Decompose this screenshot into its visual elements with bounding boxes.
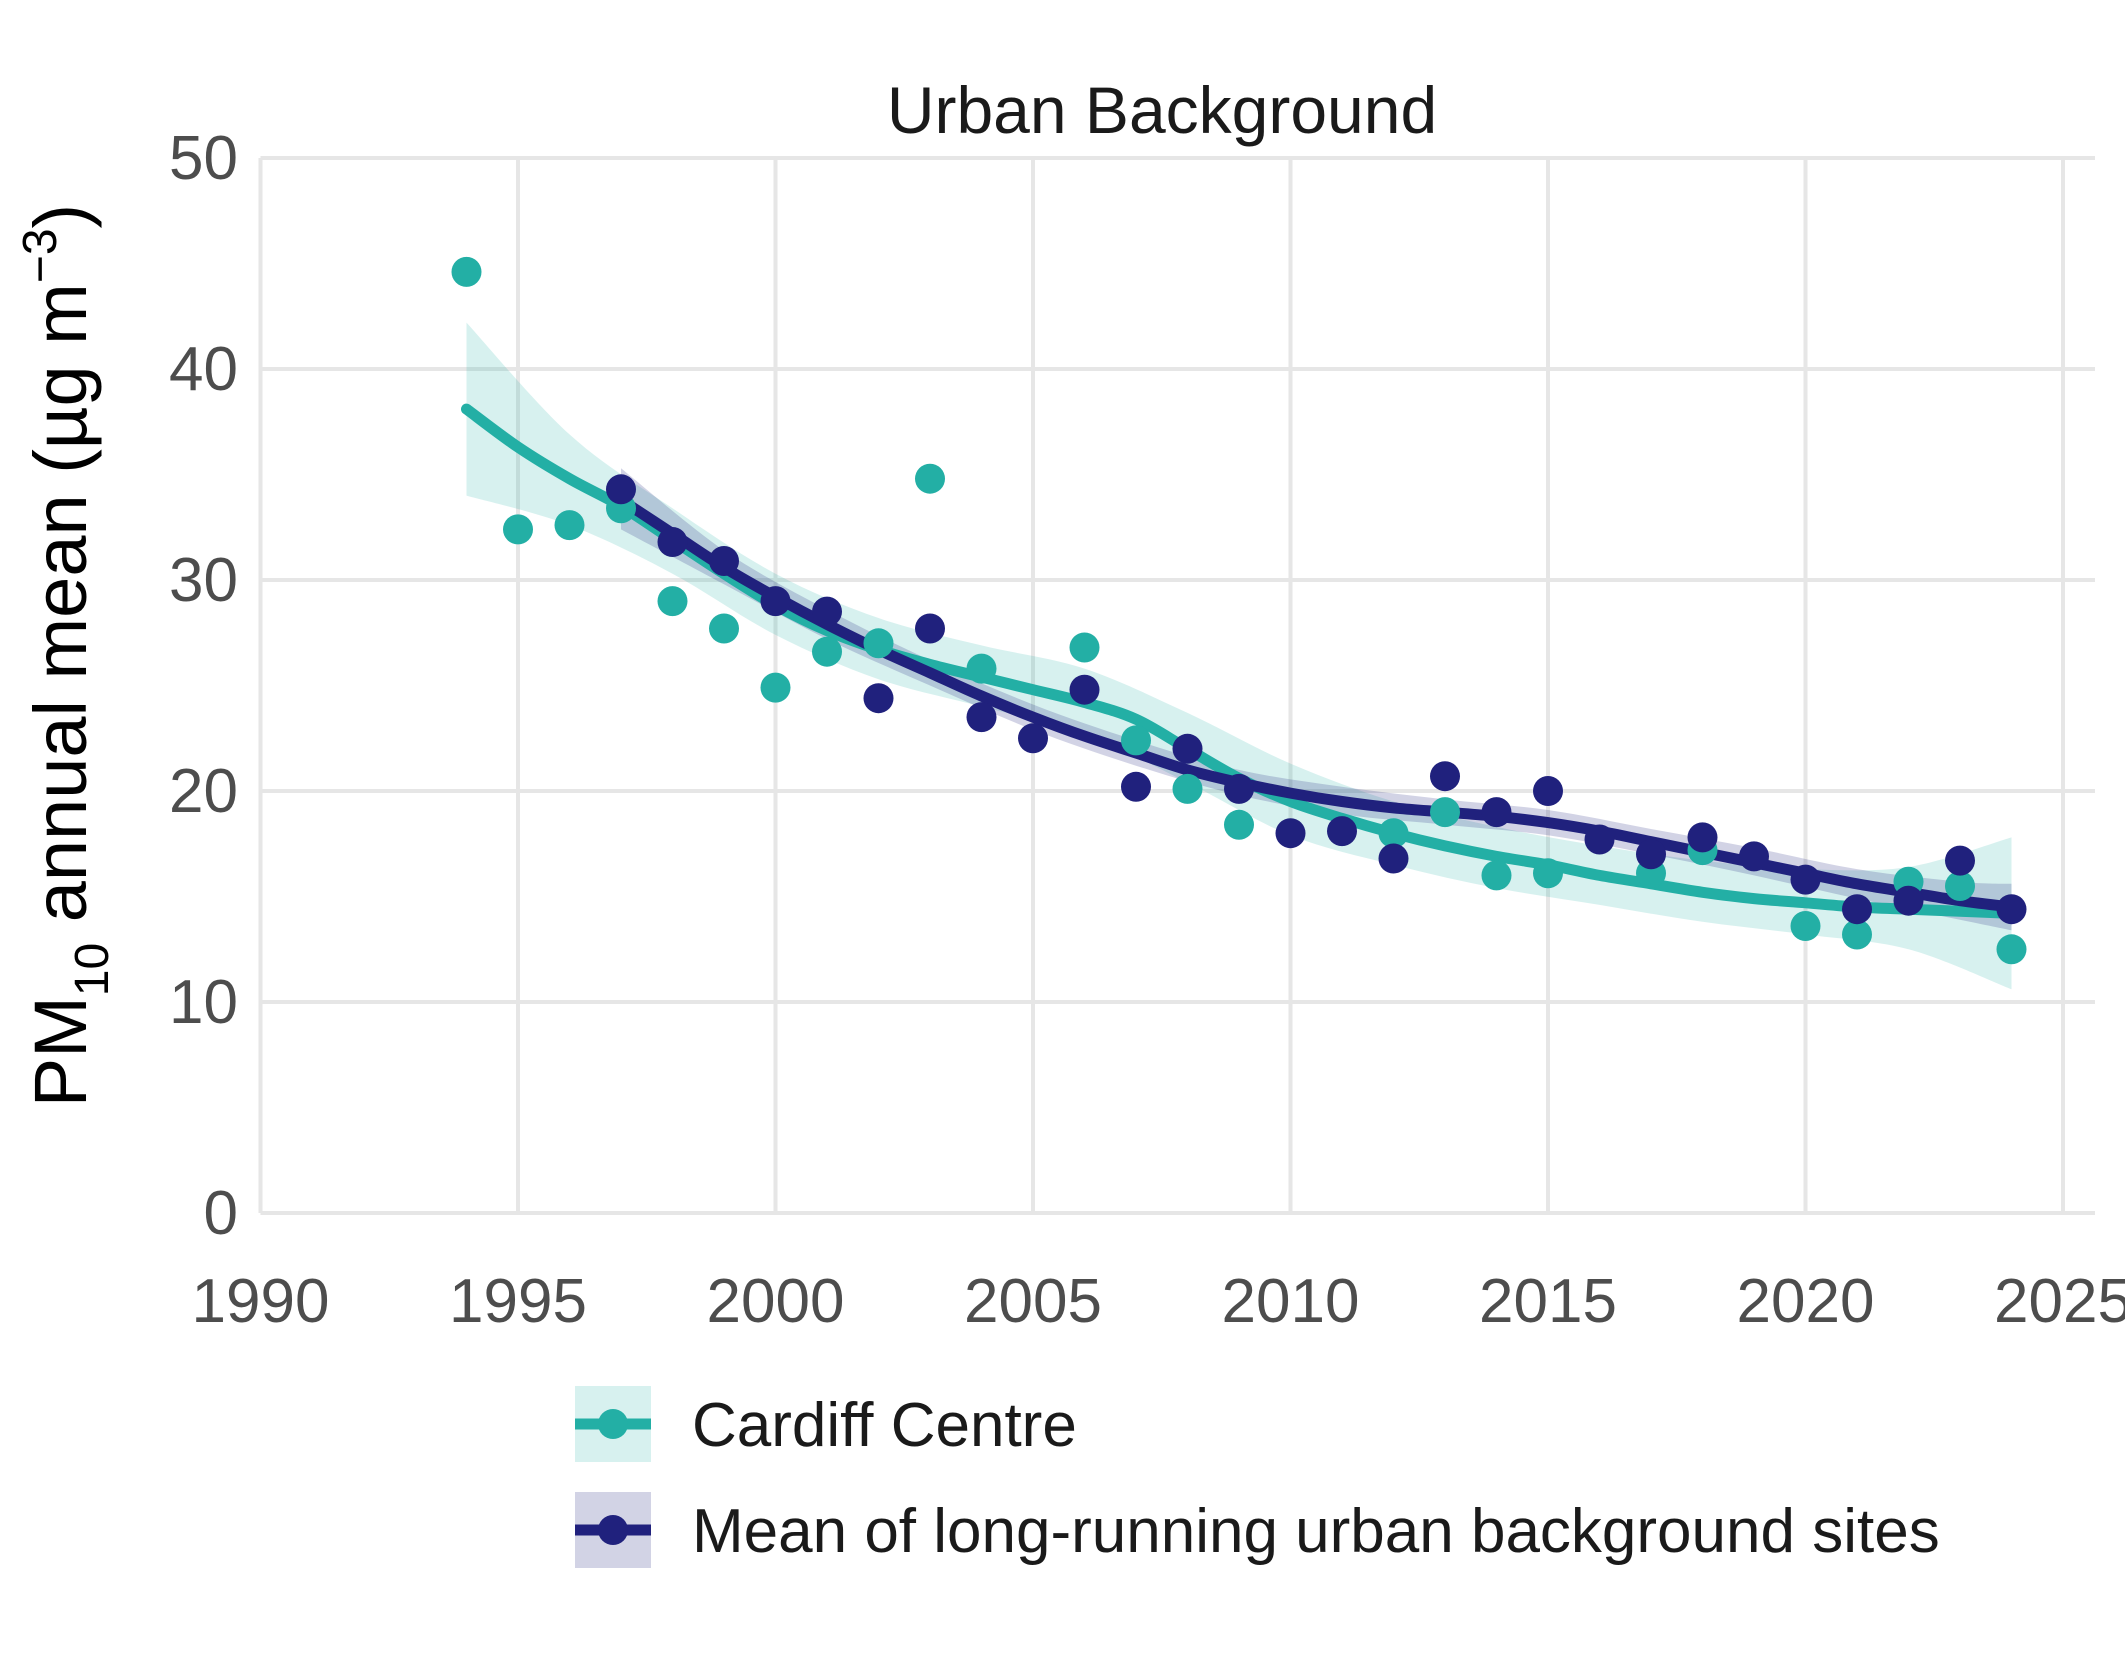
data-point [657,527,688,557]
x-tick-label: 1990 [192,1267,330,1336]
data-point [1224,773,1254,804]
data-point [1842,894,1872,925]
data-point [1069,632,1100,663]
legend-key-point [598,1515,628,1545]
data-point [1996,894,2027,925]
data-point [1687,822,1718,853]
x-tick-label: 2020 [1737,1267,1875,1336]
data-point [709,546,739,576]
x-tick-label: 2005 [964,1267,1102,1336]
data-point [709,613,739,644]
y-tick-label: 20 [169,757,238,826]
data-point [657,586,688,617]
data-point [812,636,842,667]
y-tick-label: 40 [169,335,238,404]
data-point [760,586,791,617]
data-point [863,628,894,659]
data-point [863,683,894,714]
data-point [1945,845,1975,876]
data-point [1121,771,1151,802]
data-point [1739,841,1769,872]
x-tick-label: 2025 [1994,1267,2125,1336]
data-point [1945,871,1975,901]
data-point [1790,911,1821,941]
data-point [1481,797,1512,828]
trend-line-series-1 [615,494,2017,913]
y-axis-label: PM10 annual mean (µg m−3) [14,204,119,1107]
data-point [1172,773,1203,804]
data-point [1584,824,1615,855]
data-point [1275,818,1306,849]
data-point [1378,818,1409,849]
legend-key-point [598,1409,628,1439]
data-point [1636,839,1666,870]
data-point [503,514,533,545]
data-point [760,672,791,703]
y-tick-label: 50 [169,124,238,193]
data-point [966,653,997,684]
data-point [1533,858,1563,889]
data-point [1430,797,1460,828]
data-point [966,702,997,733]
data-point [1378,843,1409,874]
y-tick-label: 10 [169,968,238,1037]
data-point [1893,885,1924,916]
legend-label: Cardiff Centre [692,1391,1077,1460]
data-point [554,510,585,541]
data-point [1121,725,1151,756]
data-points-series-0 [451,256,2027,965]
data-point [1018,723,1048,754]
x-tick-label: 1995 [449,1267,587,1336]
data-point [1533,776,1563,806]
x-tick-label: 2000 [707,1267,845,1336]
data-point [606,474,636,505]
chart-title: Urban Background [887,73,1437,147]
x-tick-label: 2015 [1479,1267,1617,1336]
data-point [451,256,482,287]
data-point [915,613,945,644]
data-point [812,596,842,627]
x-tick-label: 2010 [1222,1267,1360,1336]
data-point [1069,674,1100,705]
y-tick-label: 30 [169,546,238,615]
data-point [915,463,945,494]
legend-label: Mean of long-running urban background si… [692,1497,1940,1566]
data-point [1327,816,1357,847]
legend: Cardiff Centre Mean of long-running urban… [575,1386,1940,1568]
data-point [1172,733,1203,764]
data-point [1842,919,1872,950]
data-point [1430,761,1460,792]
data-point [1996,934,2027,965]
data-point [1790,864,1821,895]
data-point [1481,860,1512,891]
data-point [1224,809,1254,840]
y-tick-label: 0 [204,1179,238,1248]
data-points-series-1 [606,474,2027,925]
